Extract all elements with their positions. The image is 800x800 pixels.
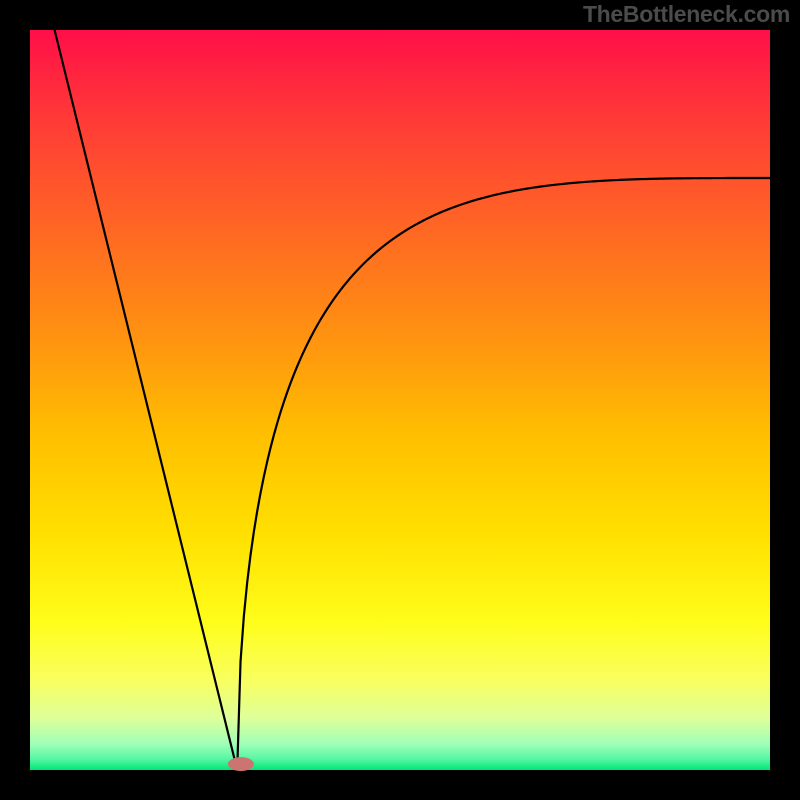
chart-container: TheBottleneck.com [0, 0, 800, 800]
plot-background [30, 30, 770, 770]
bottleneck-chart [0, 0, 800, 800]
watermark-text: TheBottleneck.com [583, 1, 790, 28]
min-marker [228, 757, 254, 771]
